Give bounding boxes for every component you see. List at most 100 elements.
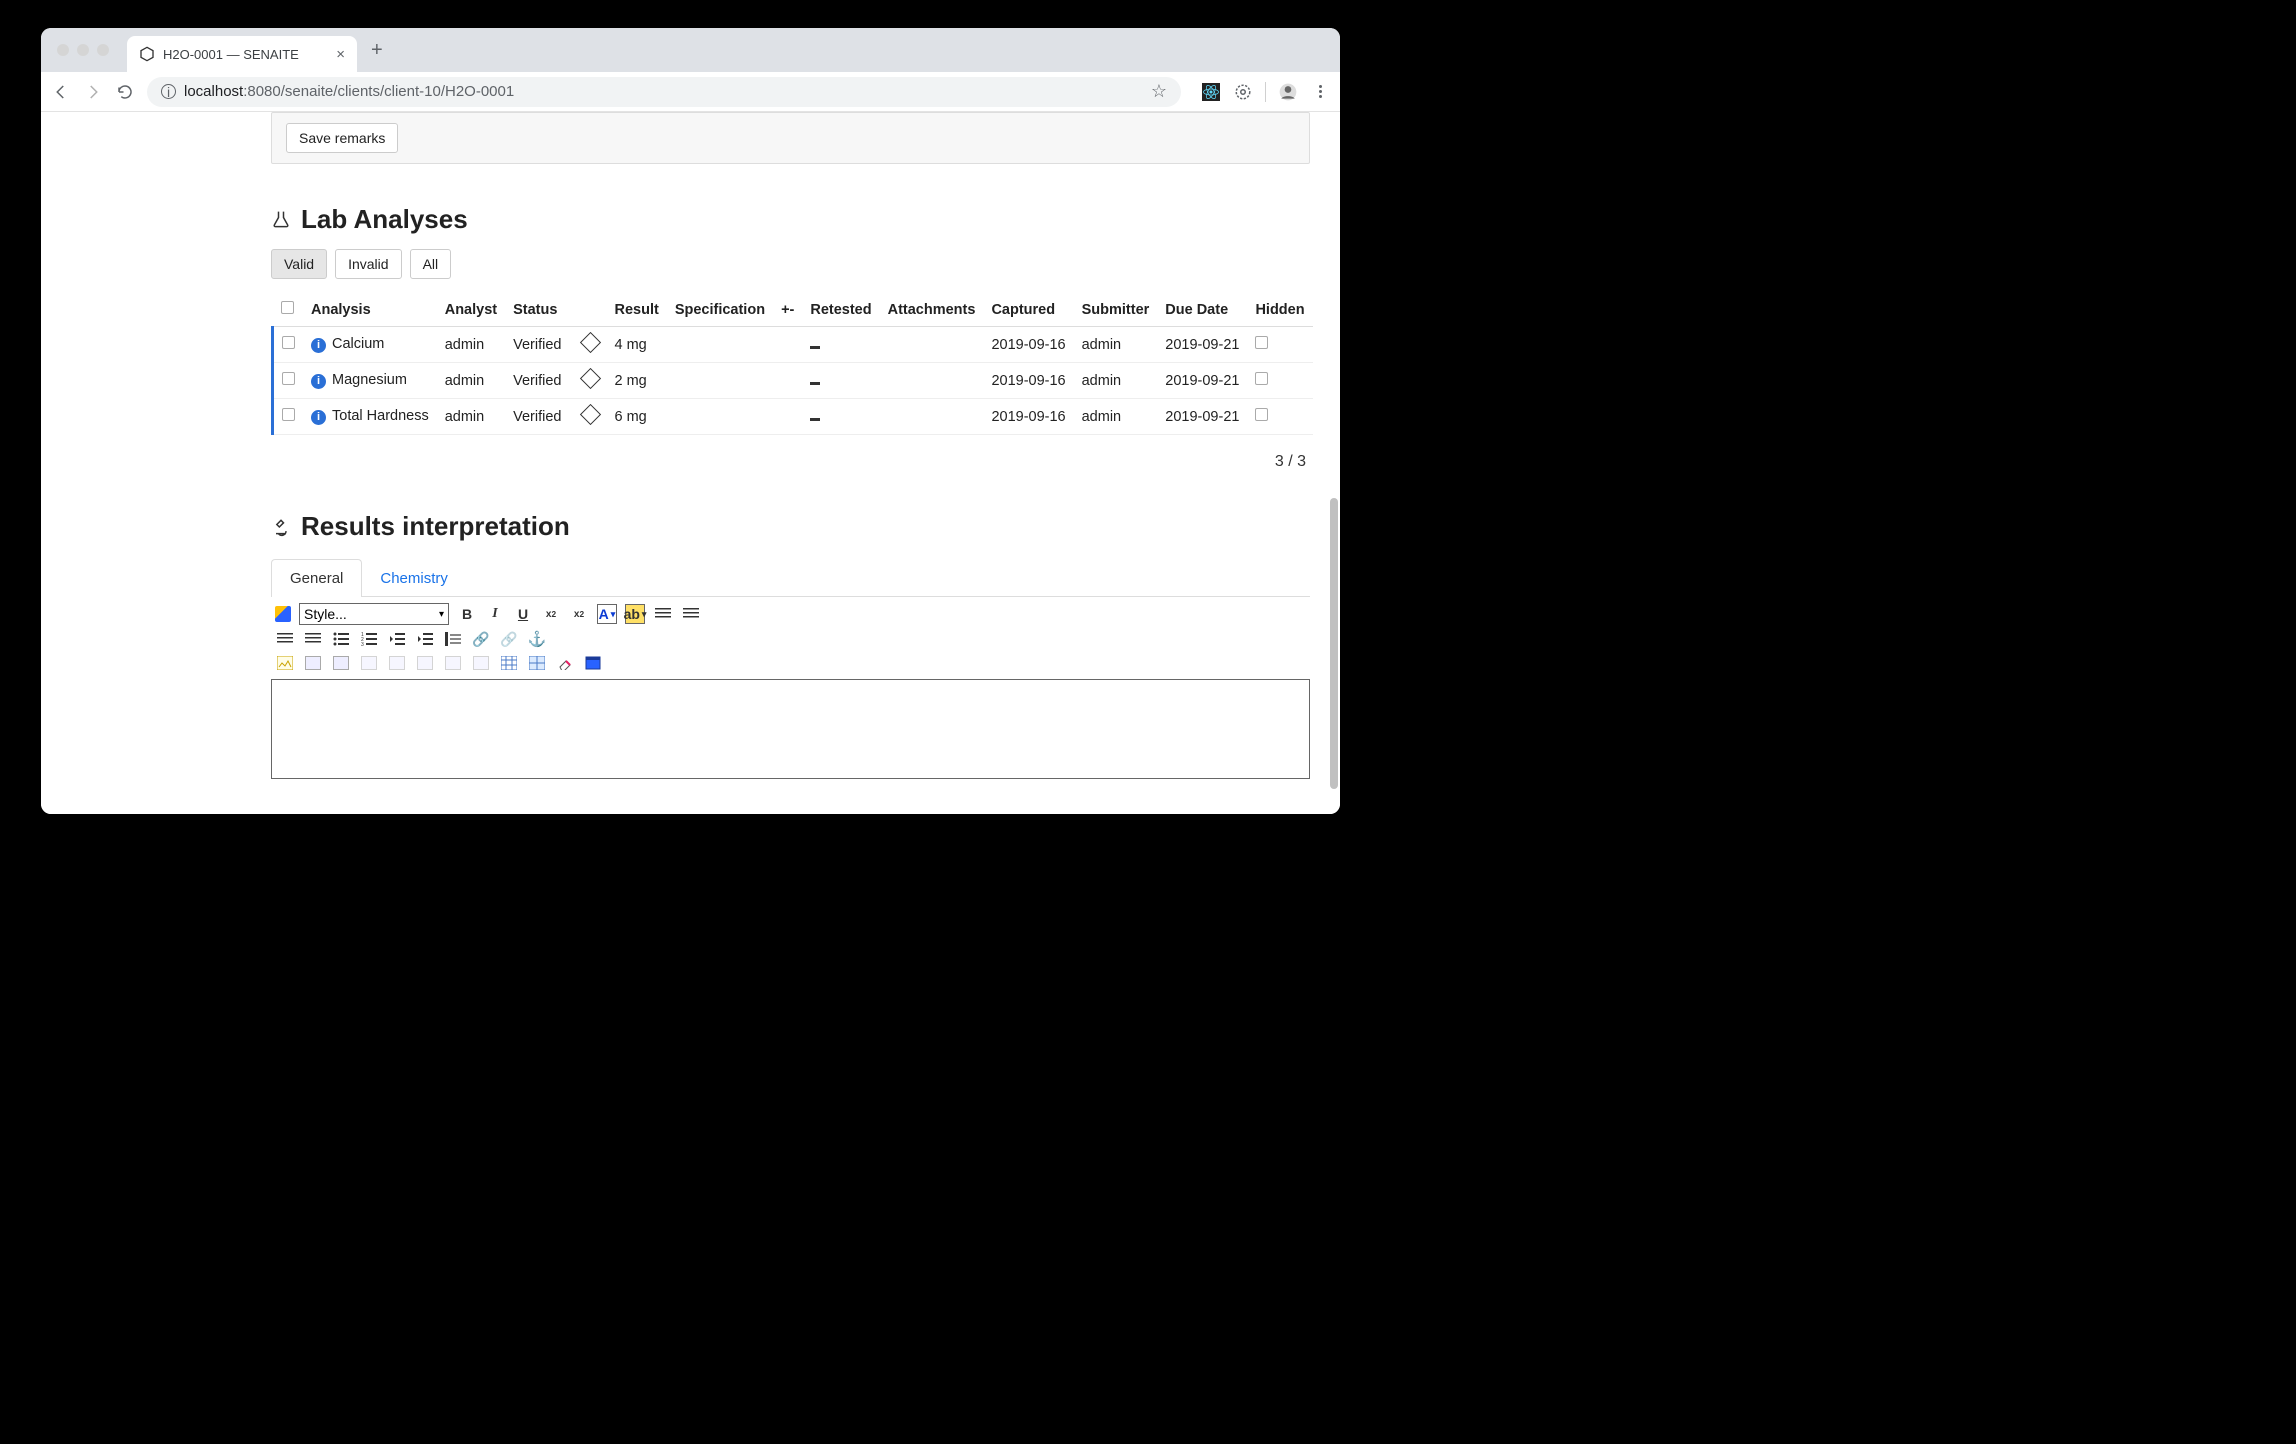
justify-button[interactable] bbox=[303, 629, 323, 649]
hidden-checkbox[interactable] bbox=[1255, 372, 1268, 385]
filter-invalid-button[interactable]: Invalid bbox=[335, 249, 401, 279]
new-tab-button[interactable]: + bbox=[357, 39, 397, 62]
numbered-list-button[interactable]: 123 bbox=[359, 629, 379, 649]
bullet-list-button[interactable] bbox=[331, 629, 351, 649]
scrollbar-track[interactable] bbox=[1328, 116, 1338, 810]
style-dropdown[interactable]: Style... bbox=[299, 603, 449, 625]
superscript-button[interactable]: x2 bbox=[569, 604, 589, 624]
minimize-window-icon[interactable] bbox=[77, 44, 89, 56]
cell-retested bbox=[802, 399, 879, 435]
col-specification[interactable]: Specification bbox=[667, 293, 773, 327]
insert-icon-7[interactable] bbox=[471, 653, 491, 673]
info-icon[interactable]: i bbox=[311, 374, 326, 389]
select-all-checkbox[interactable] bbox=[281, 301, 294, 314]
font-color-button[interactable]: A bbox=[597, 604, 617, 624]
image-button[interactable] bbox=[275, 653, 295, 673]
browser-tab[interactable]: H2O-0001 — SENAITE × bbox=[127, 36, 357, 72]
align-left-button[interactable] bbox=[653, 604, 673, 624]
col-captured[interactable]: Captured bbox=[983, 293, 1073, 327]
table-row[interactable]: iTotal HardnessadminVerified6 mg2019-09-… bbox=[273, 399, 1313, 435]
save-remarks-button[interactable]: Save remarks bbox=[286, 123, 398, 153]
browser-menu-button[interactable] bbox=[1310, 82, 1330, 102]
col-analysis[interactable]: Analysis bbox=[303, 293, 437, 327]
cell-plusminus bbox=[773, 363, 802, 399]
site-info-icon[interactable]: i bbox=[161, 84, 176, 99]
col-result[interactable]: Result bbox=[606, 293, 666, 327]
react-devtools-icon[interactable] bbox=[1201, 82, 1221, 102]
insert-icon-2[interactable] bbox=[331, 653, 351, 673]
insert-icon-3[interactable] bbox=[359, 653, 379, 673]
profile-avatar-icon[interactable] bbox=[1278, 82, 1298, 102]
filter-all-button[interactable]: All bbox=[410, 249, 452, 279]
table-row[interactable]: iCalciumadminVerified4 mg2019-09-16admin… bbox=[273, 327, 1313, 363]
cell-status: Verified bbox=[505, 327, 569, 363]
tab-title: H2O-0001 — SENAITE bbox=[163, 47, 299, 62]
cell-result: 6 mg bbox=[606, 399, 666, 435]
info-icon[interactable]: i bbox=[311, 338, 326, 353]
insert-icon-6[interactable] bbox=[443, 653, 463, 673]
col-analyst[interactable]: Analyst bbox=[437, 293, 505, 327]
blockquote-button[interactable] bbox=[443, 629, 463, 649]
close-window-icon[interactable] bbox=[57, 44, 69, 56]
table-row[interactable]: iMagnesiumadminVerified2 mg2019-09-16adm… bbox=[273, 363, 1313, 399]
scrollbar-thumb[interactable] bbox=[1330, 498, 1338, 789]
cell-analysis: Magnesium bbox=[332, 372, 407, 388]
cell-submitter: admin bbox=[1074, 327, 1158, 363]
table-button-2[interactable] bbox=[527, 653, 547, 673]
table-button[interactable] bbox=[499, 653, 519, 673]
filter-valid-button[interactable]: Valid bbox=[271, 249, 327, 279]
tab-chemistry[interactable]: Chemistry bbox=[361, 559, 467, 597]
cell-due-date: 2019-09-21 bbox=[1157, 399, 1247, 435]
maximize-window-icon[interactable] bbox=[97, 44, 109, 56]
row-checkbox[interactable] bbox=[282, 336, 295, 349]
info-icon[interactable]: i bbox=[311, 410, 326, 425]
bold-button[interactable]: B bbox=[457, 604, 477, 624]
omnibox[interactable]: i localhost:8080/senaite/clients/client-… bbox=[147, 77, 1181, 107]
forward-button[interactable] bbox=[83, 82, 103, 102]
col-retested[interactable]: Retested bbox=[802, 293, 879, 327]
paste-icon[interactable] bbox=[275, 606, 291, 622]
reload-button[interactable] bbox=[115, 82, 135, 102]
insert-icon-5[interactable] bbox=[415, 653, 435, 673]
unlink-button[interactable]: 🔗 bbox=[499, 629, 519, 649]
window-controls[interactable] bbox=[57, 44, 109, 56]
extension-icon[interactable] bbox=[1233, 82, 1253, 102]
row-checkbox[interactable] bbox=[282, 408, 295, 421]
link-button[interactable]: 🔗 bbox=[471, 629, 491, 649]
verified-icon bbox=[580, 368, 601, 389]
hidden-checkbox[interactable] bbox=[1255, 408, 1268, 421]
verified-icon bbox=[580, 332, 601, 353]
col-submitter[interactable]: Submitter bbox=[1074, 293, 1158, 327]
cell-captured: 2019-09-16 bbox=[983, 363, 1073, 399]
flask-icon bbox=[271, 210, 291, 230]
outdent-button[interactable] bbox=[387, 629, 407, 649]
col-plusminus[interactable]: +- bbox=[773, 293, 802, 327]
indent-button[interactable] bbox=[415, 629, 435, 649]
insert-icon-4[interactable] bbox=[387, 653, 407, 673]
back-button[interactable] bbox=[51, 82, 71, 102]
fullscreen-button[interactable] bbox=[583, 653, 603, 673]
subscript-button[interactable]: x2 bbox=[541, 604, 561, 624]
highlight-button[interactable]: ab bbox=[625, 604, 645, 624]
col-attachments[interactable]: Attachments bbox=[880, 293, 984, 327]
italic-button[interactable]: I bbox=[485, 604, 505, 624]
cell-captured: 2019-09-16 bbox=[983, 327, 1073, 363]
align-center-button[interactable] bbox=[681, 604, 701, 624]
toolbar-divider bbox=[1265, 82, 1266, 102]
eraser-button[interactable] bbox=[555, 653, 575, 673]
lab-analyses-title: Lab Analyses bbox=[301, 204, 468, 235]
editor-textarea[interactable] bbox=[271, 679, 1310, 779]
hidden-checkbox[interactable] bbox=[1255, 336, 1268, 349]
tab-general[interactable]: General bbox=[271, 559, 362, 597]
table-header-row: Analysis Analyst Status Result Specifica… bbox=[273, 293, 1313, 327]
insert-icon-1[interactable] bbox=[303, 653, 323, 673]
underline-button[interactable]: U bbox=[513, 604, 533, 624]
row-checkbox[interactable] bbox=[282, 372, 295, 385]
col-due-date[interactable]: Due Date bbox=[1157, 293, 1247, 327]
anchor-button[interactable]: ⚓ bbox=[527, 629, 547, 649]
align-right-button[interactable] bbox=[275, 629, 295, 649]
col-status[interactable]: Status bbox=[505, 293, 569, 327]
close-tab-icon[interactable]: × bbox=[336, 46, 345, 63]
col-hidden[interactable]: Hidden bbox=[1247, 293, 1312, 327]
bookmark-star-icon[interactable]: ☆ bbox=[1151, 81, 1167, 102]
